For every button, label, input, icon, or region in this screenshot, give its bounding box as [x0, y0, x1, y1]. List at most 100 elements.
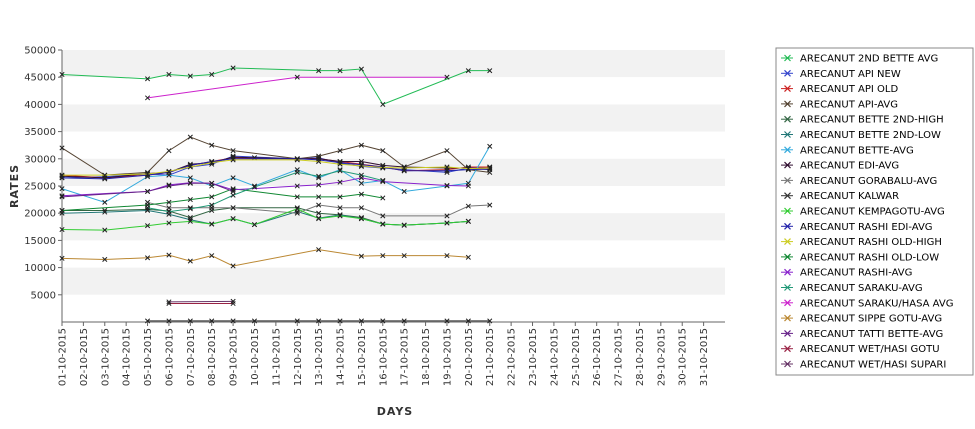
data-point — [444, 164, 450, 170]
data-point — [59, 226, 65, 233]
data-point — [487, 165, 493, 171]
data-point — [166, 205, 172, 211]
data-point — [380, 195, 386, 201]
legend-marker — [784, 284, 791, 291]
data-point — [144, 188, 151, 194]
legend-label: ARECANUT RASHI OLD-HIGH — [800, 237, 942, 248]
legend-entry: ARECANUT SARAKU/HASA AVG — [781, 298, 953, 309]
y-tick-label: 35000 — [24, 127, 56, 138]
series — [166, 300, 236, 307]
grid-band — [62, 186, 725, 214]
legend-marker — [784, 115, 791, 123]
data-point — [166, 252, 172, 258]
data-point — [465, 68, 471, 74]
legend-entry: ARECANUT RASHI OLD-LOW — [781, 252, 939, 263]
legend-marker — [784, 329, 791, 337]
x-tick-label: 23-10-2015 — [528, 328, 539, 386]
data-point — [358, 253, 364, 259]
grid-band — [62, 158, 725, 186]
x-tick-label: 12-10-2015 — [293, 328, 304, 386]
x-tick-label: 24-10-2015 — [549, 328, 560, 386]
legend-entry: ARECANUT RASHI OLD-HIGH — [781, 237, 942, 248]
series — [144, 318, 493, 324]
data-point — [102, 227, 108, 233]
data-point — [187, 197, 193, 203]
data-point — [209, 180, 215, 186]
legend-label: ARECANUT BETTE 2ND-HIGH — [800, 115, 944, 126]
data-point — [187, 218, 193, 224]
data-point — [358, 216, 364, 222]
data-point — [358, 180, 364, 186]
data-point — [209, 202, 215, 208]
legend-entry: ARECANUT SIPPE GOTU-AVG — [781, 314, 942, 325]
data-point — [144, 223, 151, 229]
data-point — [487, 318, 493, 324]
data-point — [316, 247, 322, 253]
y-tick-label: 15000 — [24, 236, 56, 247]
x-tick-label: 20-10-2015 — [464, 328, 475, 386]
data-point — [444, 74, 450, 80]
x-tick-label: 14-10-2015 — [336, 328, 347, 386]
x-tick-label: 18-10-2015 — [421, 328, 432, 386]
x-tick-label: 30-10-2015 — [678, 328, 689, 386]
data-point — [380, 253, 386, 259]
data-point — [59, 186, 65, 192]
legend-entry: ARECANUT API OLD — [781, 84, 898, 95]
legend-entry: ARECANUT BETTE 2ND-LOW — [781, 130, 941, 141]
data-point — [358, 191, 364, 197]
series-line — [61, 67, 490, 106]
data-point — [444, 213, 450, 219]
data-point — [444, 148, 450, 154]
legend-marker — [784, 222, 791, 230]
series-line — [61, 158, 490, 180]
series — [144, 74, 450, 101]
data-point — [444, 168, 450, 174]
data-point — [401, 165, 407, 171]
data-point — [337, 161, 343, 167]
data-point — [209, 71, 215, 78]
y-axis-title: RATES — [8, 164, 21, 208]
legend-entry: ARECANUT BETTE 2ND-HIGH — [781, 115, 944, 126]
data-point — [230, 318, 236, 324]
legend-marker — [784, 268, 791, 276]
data-point — [187, 180, 193, 186]
y-tick-label: 45000 — [24, 73, 56, 84]
data-point — [251, 222, 258, 228]
series-line — [61, 182, 234, 198]
legend-marker — [784, 85, 791, 93]
data-point — [316, 210, 322, 216]
series — [166, 298, 236, 305]
data-point — [380, 213, 386, 219]
x-tick-label: 19-10-2015 — [442, 328, 453, 386]
data-point — [102, 176, 108, 182]
legend-label: ARECANUT KEMPAGOTU-AVG — [800, 207, 945, 218]
x-tick-label: 27-10-2015 — [614, 328, 625, 386]
data-point — [316, 182, 322, 188]
data-point — [487, 143, 493, 149]
x-tick-label: 17-10-2015 — [400, 328, 411, 386]
legend-label: ARECANUT SIPPE GOTU-AVG — [800, 314, 942, 325]
data-point — [144, 95, 151, 101]
series — [59, 247, 471, 269]
data-point — [102, 199, 108, 205]
data-point — [187, 134, 193, 140]
data-point — [294, 74, 300, 80]
legend-label: ARECANUT SARAKU/HASA AVG — [800, 298, 953, 309]
data-point — [166, 220, 172, 226]
data-point — [337, 179, 343, 185]
x-tick-label: 25-10-2015 — [571, 328, 582, 386]
legend-box — [775, 47, 974, 376]
legend-marker — [784, 69, 791, 77]
series — [59, 206, 471, 233]
data-point — [401, 253, 407, 259]
data-point — [59, 255, 65, 261]
grid-band — [62, 50, 725, 78]
data-point — [187, 258, 193, 264]
x-axis-title: DAYS — [377, 405, 413, 418]
data-point — [144, 255, 151, 261]
legend-label: ARECANUT SARAKU-AVG — [800, 283, 923, 294]
data-point — [230, 205, 236, 211]
legend-label: ARECANUT EDI-AVG — [800, 161, 899, 172]
data-point — [230, 300, 236, 307]
x-tick-label: 21-10-2015 — [485, 328, 496, 386]
